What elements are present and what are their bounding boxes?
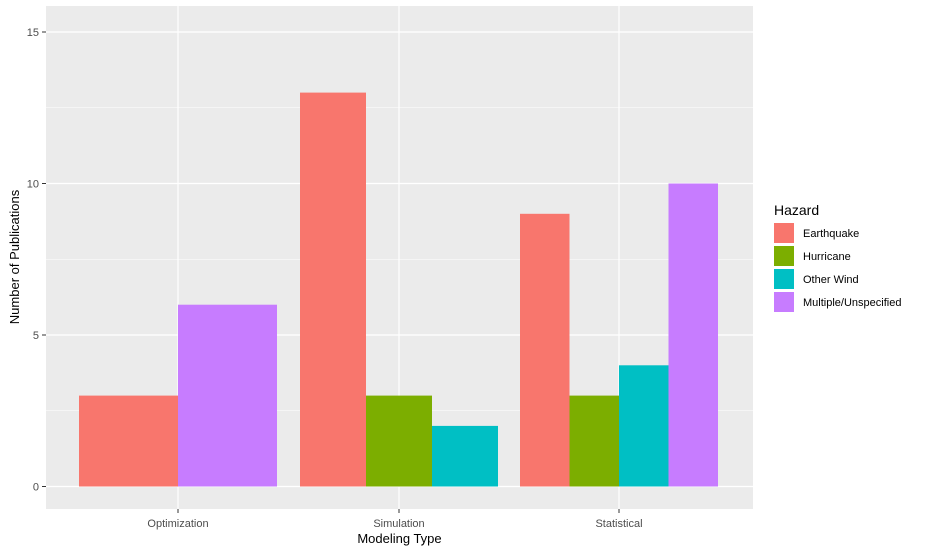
- legend-key-multiple-unspecified: [774, 292, 794, 312]
- legend-key-earthquake: [774, 223, 794, 243]
- y-axis-title: Number of Publications: [7, 189, 22, 324]
- bar-optimization-earthquake: [79, 395, 178, 487]
- x-axis-ticks: Optimization Simulation Statistical: [147, 509, 643, 530]
- y-tick-label: 5: [33, 330, 39, 342]
- bar-statistical-hurricane: [569, 395, 619, 487]
- bar-statistical-other-wind: [619, 365, 669, 487]
- legend-label: Multiple/Unspecified: [803, 297, 901, 309]
- legend-key-hurricane: [774, 246, 794, 266]
- x-tick-label: Statistical: [595, 518, 642, 530]
- bar-optimization-multiple-unspecified: [178, 304, 277, 487]
- x-tick-label: Optimization: [147, 518, 208, 530]
- legend-label: Hurricane: [803, 251, 851, 263]
- legend: Hazard Earthquake Hurricane Other Wind Mult…: [774, 202, 901, 312]
- legend-key-other-wind: [774, 269, 794, 289]
- bars-group: [79, 92, 718, 487]
- bar-statistical-earthquake: [520, 213, 570, 487]
- legend-label: Other Wind: [803, 274, 859, 286]
- x-tick-label: Simulation: [373, 518, 424, 530]
- bar-simulation-other-wind: [432, 425, 498, 487]
- y-tick-label: 0: [33, 482, 39, 494]
- legend-label: Earthquake: [803, 228, 859, 240]
- legend-title: Hazard: [774, 202, 819, 218]
- y-tick-label: 10: [27, 179, 39, 191]
- y-tick-label: 15: [27, 27, 39, 39]
- y-axis-ticks: 0 5 10 15: [27, 27, 46, 494]
- x-axis-title: Modeling Type: [357, 531, 441, 546]
- bar-statistical-multiple-unspecified: [668, 183, 718, 487]
- bar-simulation-earthquake: [300, 92, 366, 487]
- bar-simulation-hurricane: [366, 395, 432, 487]
